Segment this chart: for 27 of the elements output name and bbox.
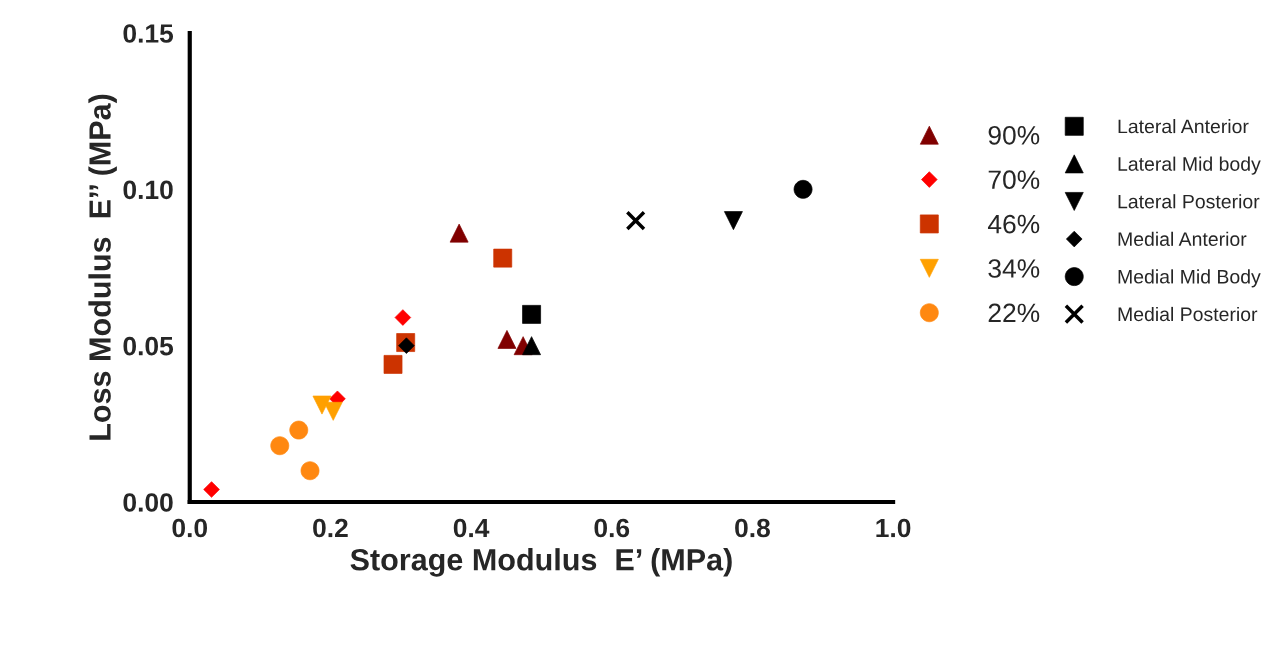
x-tick-label: 0.0	[172, 518, 208, 538]
x-tick-label: 0.6	[594, 518, 630, 538]
legend-label: 90%	[988, 125, 1040, 145]
x-tick-label: 1.0	[876, 518, 911, 538]
y-tick-label: 0.10	[123, 180, 173, 200]
point	[522, 336, 541, 356]
legend-label: 46%	[987, 214, 1040, 234]
y-tick-label: 0.05	[123, 336, 174, 356]
point	[394, 309, 412, 326]
x-tick-label: 0.2	[313, 518, 348, 538]
legend-label: Lateral Anterior	[1118, 119, 1249, 134]
x-tick-label: 0.8	[735, 518, 770, 538]
y-tick-label: 0.15	[123, 24, 174, 43]
point	[383, 355, 403, 374]
legend-label: Medial Posterior	[1118, 306, 1258, 322]
legend-label: 22%	[988, 303, 1040, 323]
legend-label: Medial Mid Body	[1118, 269, 1261, 288]
point	[625, 210, 646, 231]
legend-label: Lateral Mid body	[1118, 156, 1261, 175]
legend-label: 34%	[988, 259, 1040, 278]
x-axis-title: Storage Modulus E’ (MPa)	[350, 548, 732, 577]
y-axis-title: Loss Modulus E’’ (MPa)	[88, 94, 117, 440]
legend-label: Lateral Posterior	[1118, 194, 1260, 209]
x-tick-label: 0.4	[453, 518, 490, 538]
legend-label: 70%	[988, 170, 1040, 190]
y-tick-label: 0.00	[123, 493, 173, 512]
legend-label: Medial Anterior	[1118, 231, 1247, 247]
